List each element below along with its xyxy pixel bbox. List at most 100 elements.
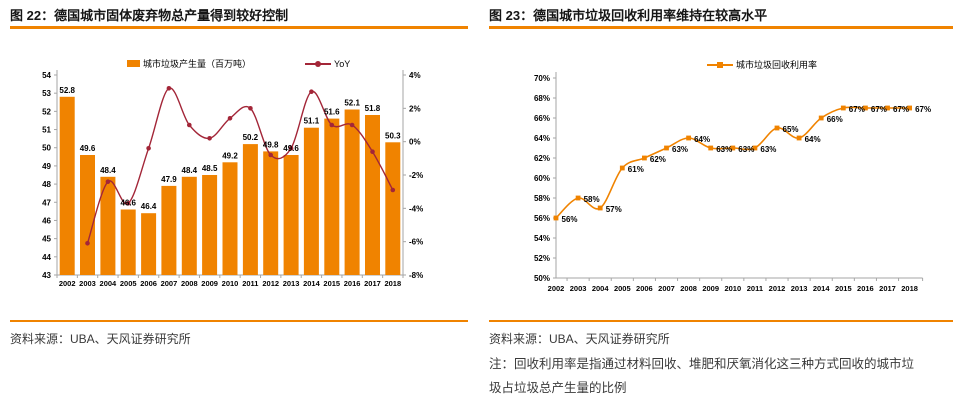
recycling-rate-marker xyxy=(619,165,625,171)
figure-23-note: 注：回收利用率是指通过材料回收、堆肥和厌氧消化这三种方式回收的城市垃圾占垃圾总产… xyxy=(489,357,915,395)
svg-text:50.2: 50.2 xyxy=(243,133,259,142)
bar-2013 xyxy=(283,155,299,275)
svg-text:2008: 2008 xyxy=(680,284,697,293)
svg-text:52.8: 52.8 xyxy=(59,86,75,95)
svg-text:48.4: 48.4 xyxy=(100,166,116,175)
svg-text:2018: 2018 xyxy=(901,284,918,293)
recycling-rate-marker xyxy=(597,205,603,211)
yoy-series-label: YoY xyxy=(334,58,351,69)
svg-text:63%: 63% xyxy=(760,145,776,154)
svg-text:2012: 2012 xyxy=(262,279,279,288)
svg-text:48: 48 xyxy=(42,180,51,189)
svg-text:47.9: 47.9 xyxy=(161,175,177,184)
figure-23-footer-rule xyxy=(489,320,953,322)
svg-text:64%: 64% xyxy=(694,135,710,144)
svg-text:2003: 2003 xyxy=(570,284,587,293)
recycling-rate-marker xyxy=(686,135,691,141)
recycling-rate-marker xyxy=(774,125,780,131)
svg-text:49.8: 49.8 xyxy=(263,140,279,149)
svg-text:2003: 2003 xyxy=(79,279,96,288)
svg-text:2008: 2008 xyxy=(181,279,198,288)
recycling-rate-marker xyxy=(575,195,581,201)
svg-text:47: 47 xyxy=(42,198,51,207)
recycling-rate-marker xyxy=(708,145,714,151)
svg-text:46.4: 46.4 xyxy=(141,202,157,211)
bar-2010 xyxy=(222,162,238,275)
svg-text:63%: 63% xyxy=(672,145,688,154)
svg-text:46.6: 46.6 xyxy=(120,199,136,208)
svg-text:66%: 66% xyxy=(827,115,843,124)
svg-text:50%: 50% xyxy=(534,274,550,283)
figure-23-title-rule xyxy=(489,26,953,29)
svg-text:58%: 58% xyxy=(534,194,550,203)
svg-text:44: 44 xyxy=(42,253,51,262)
svg-text:62%: 62% xyxy=(534,154,550,163)
svg-text:51.1: 51.1 xyxy=(304,117,320,126)
legend-item-yoy: YoY xyxy=(305,59,350,69)
svg-text:67%: 67% xyxy=(849,105,865,114)
figure-22-legend: 城市垃圾产生量（百万吨） YoY xyxy=(127,57,350,70)
figure-23-source: 资料来源：UBA、天风证券研究所 xyxy=(489,332,670,346)
yoy-marker xyxy=(227,116,233,121)
recycling-rate-marker xyxy=(907,105,912,111)
svg-text:2006: 2006 xyxy=(636,284,653,293)
svg-text:4%: 4% xyxy=(409,71,421,80)
bar-2011 xyxy=(242,144,258,275)
bar-series-label: 城市垃圾产生量（百万吨） xyxy=(143,59,252,69)
svg-text:60%: 60% xyxy=(534,174,550,183)
svg-text:2010: 2010 xyxy=(222,279,239,288)
svg-text:48.5: 48.5 xyxy=(202,164,218,173)
svg-text:2016: 2016 xyxy=(857,284,874,293)
svg-text:2015: 2015 xyxy=(835,284,852,293)
svg-text:56%: 56% xyxy=(562,215,578,224)
svg-text:52.1: 52.1 xyxy=(344,99,360,108)
svg-text:66%: 66% xyxy=(534,114,550,123)
bar-2005 xyxy=(120,209,136,275)
recycling-rate-marker xyxy=(840,105,846,111)
legend-item-waste-output: 城市垃圾产生量（百万吨） xyxy=(127,57,251,70)
yoy-marker xyxy=(85,241,90,246)
svg-text:2010: 2010 xyxy=(724,284,741,293)
recycling-rate-marker xyxy=(885,105,890,111)
yoy-marker xyxy=(187,122,192,128)
svg-text:2017: 2017 xyxy=(364,279,381,288)
recycling-series-label: 城市垃圾回收利用率 xyxy=(736,60,818,70)
recycling-rate-marker xyxy=(796,135,802,141)
figure-22-plot: 43 44 45 46 47 48 49 50 51 52 53 54 -8% -6% -4% -2% 0% 2%… xyxy=(42,70,423,288)
svg-text:48.4: 48.4 xyxy=(182,166,198,175)
svg-text:63%: 63% xyxy=(716,145,732,154)
svg-text:64%: 64% xyxy=(805,135,821,144)
svg-text:70%: 70% xyxy=(534,74,550,83)
svg-text:2015: 2015 xyxy=(323,279,340,288)
svg-text:64%: 64% xyxy=(534,134,550,143)
svg-text:2007: 2007 xyxy=(161,279,178,288)
figure-22-title: 图 22：德国城市固体废弃物总产量得到较好控制 xyxy=(10,8,289,23)
svg-text:2007: 2007 xyxy=(658,284,675,293)
svg-text:58%: 58% xyxy=(584,195,600,204)
bar-2006 xyxy=(141,213,157,275)
svg-text:-8%: -8% xyxy=(409,271,423,280)
svg-text:2014: 2014 xyxy=(813,284,831,293)
bar-2009 xyxy=(202,175,218,275)
svg-text:68%: 68% xyxy=(534,94,550,103)
recycling-rate-marker xyxy=(553,215,559,221)
svg-text:49.2: 49.2 xyxy=(222,151,238,160)
legend-item-recycling-rate: 城市垃圾回收利用率 xyxy=(707,58,817,71)
yoy-marker xyxy=(268,152,274,158)
bar-2012 xyxy=(263,151,279,275)
svg-text:52%: 52% xyxy=(534,254,550,263)
bar-2004 xyxy=(100,176,116,275)
yoy-marker xyxy=(166,86,172,91)
svg-text:2%: 2% xyxy=(409,104,421,113)
svg-text:51.8: 51.8 xyxy=(365,104,381,113)
svg-text:62%: 62% xyxy=(650,155,666,164)
svg-text:2004: 2004 xyxy=(100,279,118,288)
figure-23-plot: 50% 52% 54% 56% 58% 60% 62% 64% 66% 68% 70% 56% 58% 5… xyxy=(534,72,931,293)
svg-text:2011: 2011 xyxy=(242,279,258,288)
yoy-marker xyxy=(390,187,396,193)
svg-text:46: 46 xyxy=(42,216,51,225)
svg-text:2013: 2013 xyxy=(283,279,300,288)
figure-22-chart: 43 44 45 46 47 48 49 50 51 52 53 54 -8% -6% -4% -2% 0% 2%… xyxy=(0,55,470,295)
svg-text:2009: 2009 xyxy=(201,279,218,288)
